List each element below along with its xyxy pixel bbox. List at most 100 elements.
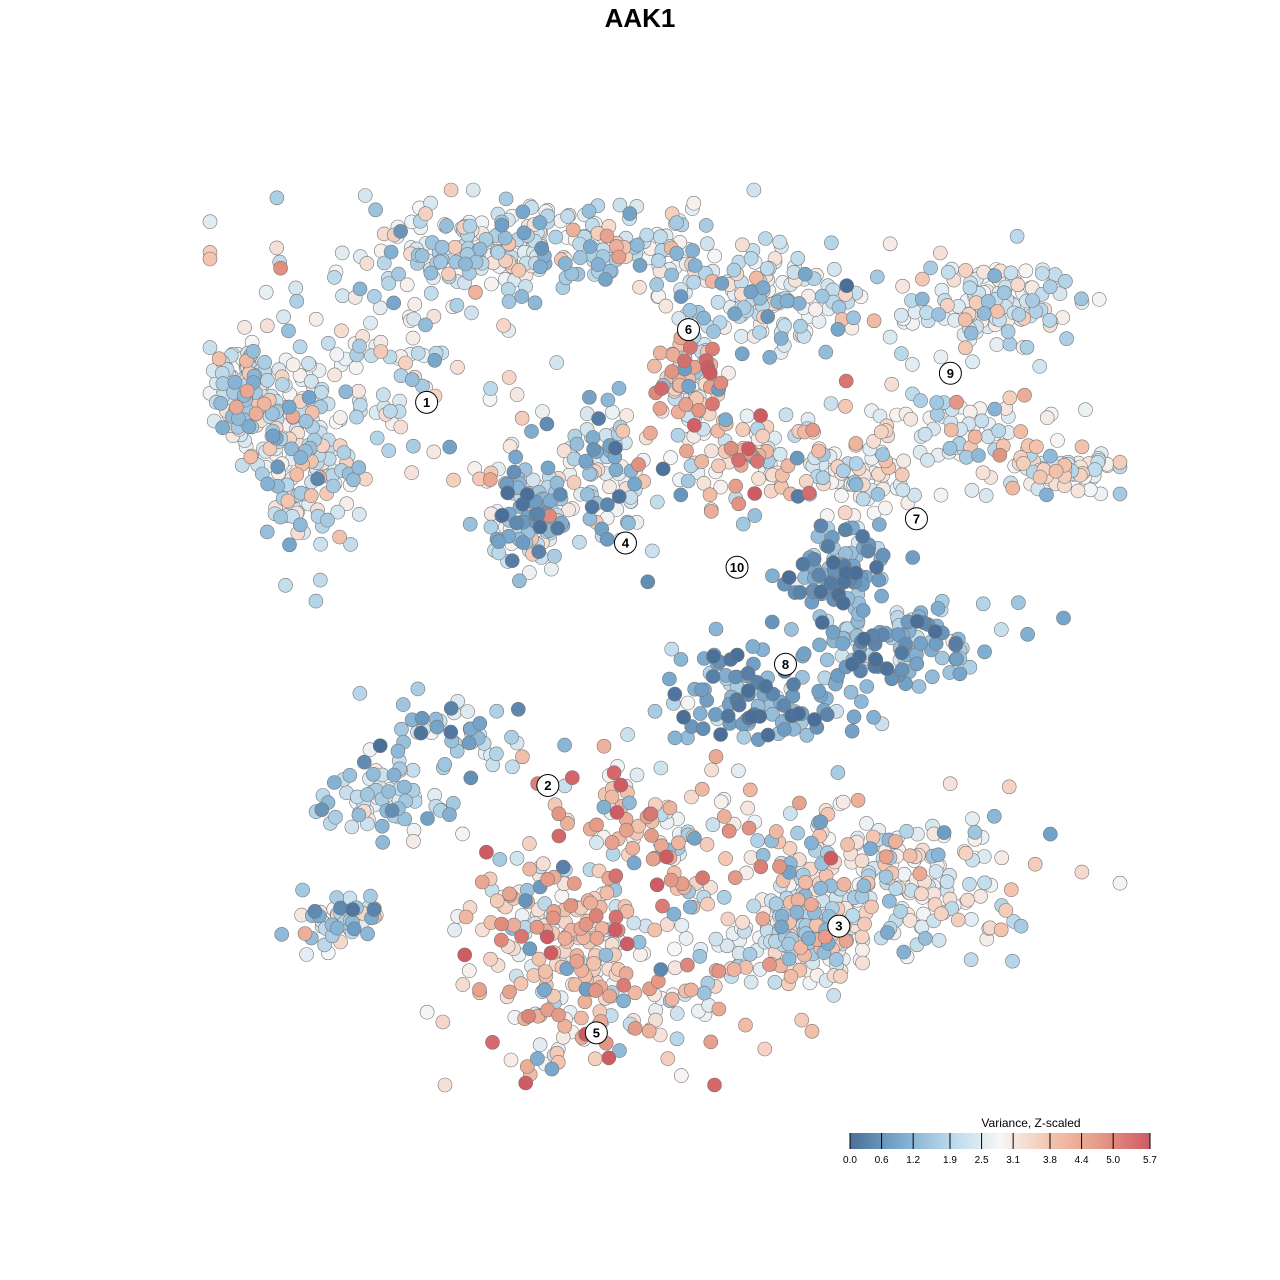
data-point-cluster-3 — [878, 849, 894, 865]
data-point-cluster-3 — [931, 932, 947, 948]
data-point-cluster-1 — [276, 309, 291, 325]
data-point-cluster-5 — [589, 835, 604, 850]
data-point-cluster-2 — [307, 903, 323, 919]
data-point-cluster-1 — [511, 262, 527, 278]
data-point-cluster-7 — [991, 423, 1007, 439]
data-point-cluster-5 — [655, 898, 670, 914]
data-point-cluster-4 — [621, 515, 636, 531]
data-point-cluster-6 — [752, 325, 767, 340]
data-point-cluster-8 — [845, 656, 860, 672]
data-point-cluster-8 — [729, 647, 745, 663]
data-point-cluster-6 — [699, 236, 715, 251]
data-point-cluster-5 — [586, 956, 602, 971]
data-point-cluster-4 — [673, 487, 689, 503]
data-point-cluster-8 — [662, 671, 677, 687]
data-point-cluster-2 — [344, 819, 360, 835]
data-point-cluster-10 — [731, 496, 747, 512]
data-point-cluster-7 — [838, 398, 853, 414]
data-point-cluster-8 — [871, 517, 887, 532]
data-point-cluster-2 — [374, 818, 390, 834]
data-point-cluster-4 — [599, 531, 615, 547]
data-point-cluster-7 — [974, 413, 990, 429]
data-point-cluster-2 — [326, 775, 342, 790]
data-point-cluster-2 — [390, 743, 406, 759]
data-point-cluster-4 — [504, 553, 520, 569]
data-point-cluster-9 — [919, 305, 934, 320]
data-point-cluster-6 — [734, 329, 749, 344]
data-point-cluster-8 — [740, 683, 756, 699]
data-point-cluster-1 — [265, 406, 280, 422]
data-point-cluster-3 — [813, 814, 829, 830]
data-point-cluster-6 — [447, 240, 463, 255]
data-point-cluster-1 — [351, 460, 367, 475]
data-point-cluster-1 — [357, 188, 373, 203]
data-point-cluster-1 — [351, 506, 367, 522]
data-point-cluster-5 — [608, 868, 624, 884]
data-point-cluster-2 — [405, 762, 421, 778]
data-point-cluster-5 — [472, 982, 487, 997]
data-point-cluster-4 — [515, 535, 531, 550]
data-point-cluster-5 — [727, 870, 743, 886]
data-point-cluster-3 — [708, 931, 724, 947]
data-point-cluster-4 — [608, 462, 624, 478]
data-point-cluster-1 — [274, 377, 290, 392]
data-point-cluster-4 — [586, 442, 601, 457]
data-point-cluster-3 — [803, 897, 819, 912]
data-point-cluster-6 — [814, 288, 830, 304]
data-point-cluster-7 — [987, 401, 1003, 417]
data-point-cluster-4 — [535, 404, 550, 419]
data-point-cluster-5 — [560, 816, 575, 831]
data-point-cluster-5 — [551, 828, 567, 844]
data-point-cluster-9 — [1058, 273, 1073, 289]
data-point-cluster-5 — [522, 941, 538, 957]
data-point-cluster-6 — [590, 257, 606, 272]
data-point-cluster-8 — [924, 669, 940, 685]
data-point-cluster-5 — [711, 963, 727, 979]
data-point-cluster-4 — [550, 520, 566, 536]
data-point-cluster-10 — [823, 396, 839, 411]
data-point-cluster-9 — [963, 325, 979, 341]
data-point-cluster-3 — [1001, 779, 1017, 795]
data-point-cluster-2 — [359, 787, 375, 802]
data-point-cluster-5 — [783, 969, 799, 984]
data-point-cluster-10 — [686, 417, 702, 433]
data-point-cluster-3 — [902, 848, 918, 864]
data-point-cluster-7 — [992, 447, 1008, 463]
data-point-cluster-5 — [684, 789, 699, 805]
data-point-cluster-9 — [882, 329, 898, 345]
cluster-label-badge — [536, 774, 560, 797]
data-point-cluster-3 — [804, 835, 819, 851]
data-point-cluster-1 — [404, 465, 420, 481]
data-point-cluster-1 — [260, 476, 275, 492]
data-point-cluster-1 — [308, 593, 324, 609]
data-point-cluster-6 — [639, 227, 655, 243]
data-point-cluster-1 — [410, 345, 426, 361]
data-point-cluster-3 — [833, 968, 848, 984]
data-point-cluster-5 — [513, 976, 529, 992]
data-point-cluster-5 — [648, 1012, 663, 1028]
data-point-cluster-5 — [485, 1035, 500, 1050]
data-point-cluster-1 — [405, 438, 421, 454]
data-point-cluster-8 — [673, 652, 689, 667]
data-point-cluster-3 — [720, 911, 736, 927]
data-point-cluster-1 — [442, 439, 458, 455]
data-point-cluster-9 — [1025, 293, 1040, 308]
data-point-cluster-5 — [608, 909, 624, 925]
data-point-cluster-1 — [320, 512, 335, 528]
data-point-cluster-6 — [762, 349, 778, 365]
data-point-cluster-5 — [719, 938, 735, 954]
data-point-cluster-8 — [868, 652, 884, 668]
cluster-label-badge — [415, 390, 439, 414]
data-point-cluster-5 — [492, 852, 508, 867]
data-point-cluster-6 — [686, 274, 702, 290]
data-point-cluster-8 — [764, 614, 780, 630]
data-point-cluster-6 — [468, 284, 483, 300]
cluster-label-text: 7 — [913, 511, 920, 526]
data-point-cluster-5 — [518, 893, 533, 908]
data-point-cluster-5 — [509, 850, 525, 866]
data-point-cluster-8 — [705, 669, 721, 684]
data-point-cluster-10 — [696, 475, 712, 491]
data-point-cluster-7 — [1070, 483, 1086, 499]
data-point-cluster-4 — [462, 516, 478, 532]
